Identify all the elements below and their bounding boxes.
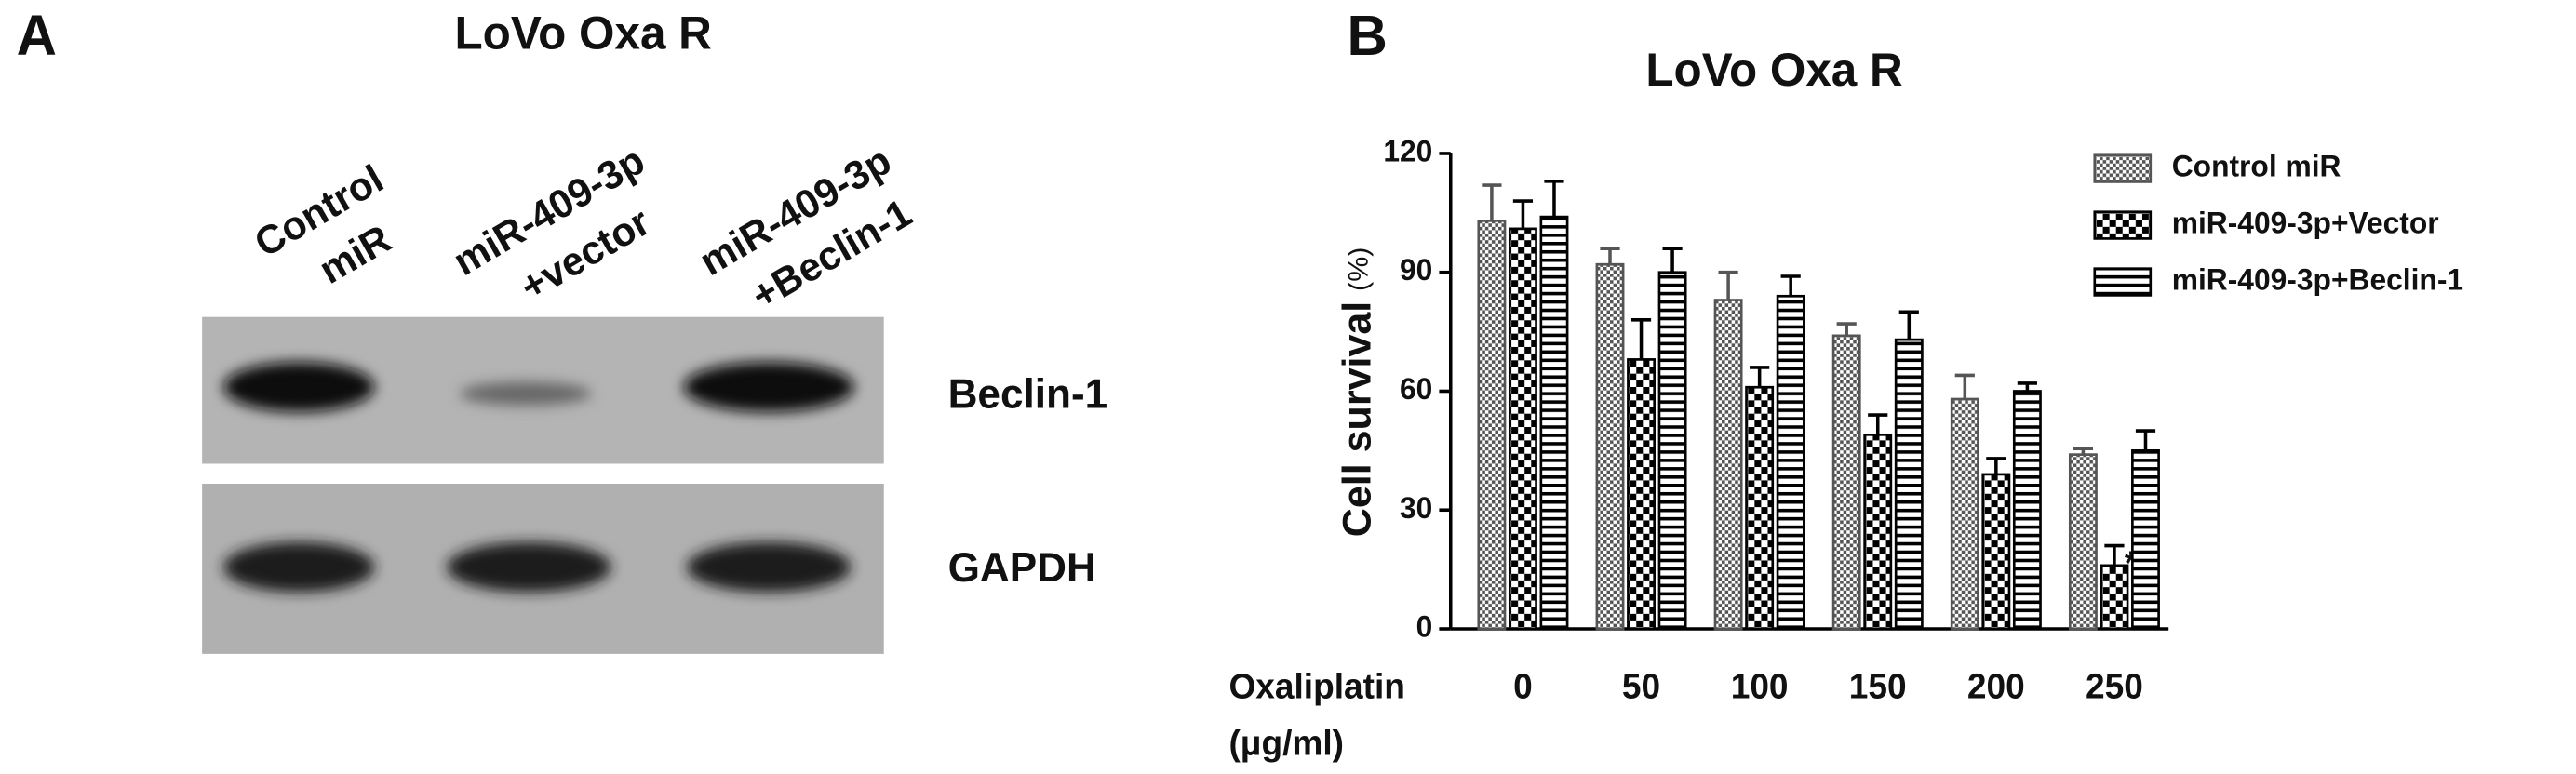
error-bar	[1750, 366, 1770, 388]
bar	[1831, 334, 1861, 631]
bar	[1627, 358, 1656, 631]
x-tick-label: 50	[1622, 666, 1660, 705]
y-tick-label: 30	[1400, 491, 1432, 525]
panel-label: B	[1348, 4, 1388, 68]
bar	[2100, 564, 2129, 631]
error-bar	[1512, 199, 1534, 229]
error-bar	[2017, 381, 2037, 392]
bar	[2131, 449, 2160, 631]
legend-swatch	[2093, 210, 2153, 240]
bar	[1745, 385, 1775, 631]
error-bar	[2073, 447, 2093, 455]
bar	[1539, 215, 1569, 631]
error-bar	[1630, 318, 1652, 360]
band	[447, 541, 611, 593]
error-bar	[1600, 247, 1620, 265]
band	[686, 541, 852, 593]
bar	[1595, 262, 1625, 631]
error-bar	[2104, 543, 2125, 566]
error-bar	[1836, 322, 1857, 336]
blot-bands	[223, 362, 854, 593]
x-axis-unit: (μg/ml)	[1228, 723, 1344, 762]
panel-title: LoVo Oxa R	[455, 7, 712, 59]
error-bar	[1718, 270, 1738, 300]
x-tick-label: 100	[1731, 666, 1789, 705]
y-axis-title: Cell survival	[1335, 301, 1380, 537]
bar	[1776, 294, 1805, 631]
legend-label: miR-409-3p+Vector	[2172, 206, 2439, 239]
y-tick-label: 90	[1400, 253, 1432, 287]
bar	[1950, 397, 1979, 631]
error-bar	[1898, 310, 1919, 340]
x-axis-label: Oxaliplatin	[1228, 666, 1405, 705]
bar	[1894, 338, 1924, 631]
band	[223, 362, 375, 412]
legend-label: Control miR	[2172, 149, 2341, 182]
error-bar	[1482, 183, 1502, 221]
y-axis-label: Cell survival (%)	[1335, 247, 1380, 538]
bar	[1477, 220, 1507, 631]
y-tick-label: 60	[1400, 372, 1432, 406]
x-tick-label: 200	[1967, 666, 2025, 705]
blot-label: Beclin-1	[948, 371, 1108, 417]
bar	[2068, 453, 2098, 631]
bar	[1657, 271, 1687, 631]
error-bar	[1544, 179, 1564, 218]
x-tick-label: 150	[1849, 666, 1907, 705]
legend-label: miR-409-3p+Beclin-1	[2172, 262, 2463, 296]
bar	[1863, 433, 1893, 631]
legend-swatch	[2093, 153, 2153, 183]
error-bar	[1662, 247, 1683, 273]
x-tick-label: 0	[1513, 666, 1533, 705]
bar	[1508, 227, 1537, 631]
band	[223, 541, 375, 593]
blot-label: GAPDH	[948, 545, 1096, 591]
error-bar	[1954, 373, 1975, 399]
panel-label: A	[17, 4, 57, 68]
bar	[1981, 473, 2011, 631]
y-axis-unit: (%)	[1344, 247, 1375, 291]
x-tick-label: 250	[2086, 666, 2143, 705]
error-bar	[1986, 457, 2006, 474]
bar	[1713, 299, 1743, 631]
band	[460, 381, 592, 406]
y-tick-label: 0	[1416, 609, 1433, 643]
error-bar	[1780, 274, 1801, 297]
y-tick-label: 120	[1383, 134, 1432, 167]
bar	[2012, 390, 2042, 631]
legend-swatch	[2093, 267, 2153, 297]
chart-title: LoVo Oxa R	[1645, 44, 1902, 96]
error-bar	[1868, 413, 1888, 435]
band	[683, 362, 854, 412]
error-bar	[2135, 429, 2156, 451]
